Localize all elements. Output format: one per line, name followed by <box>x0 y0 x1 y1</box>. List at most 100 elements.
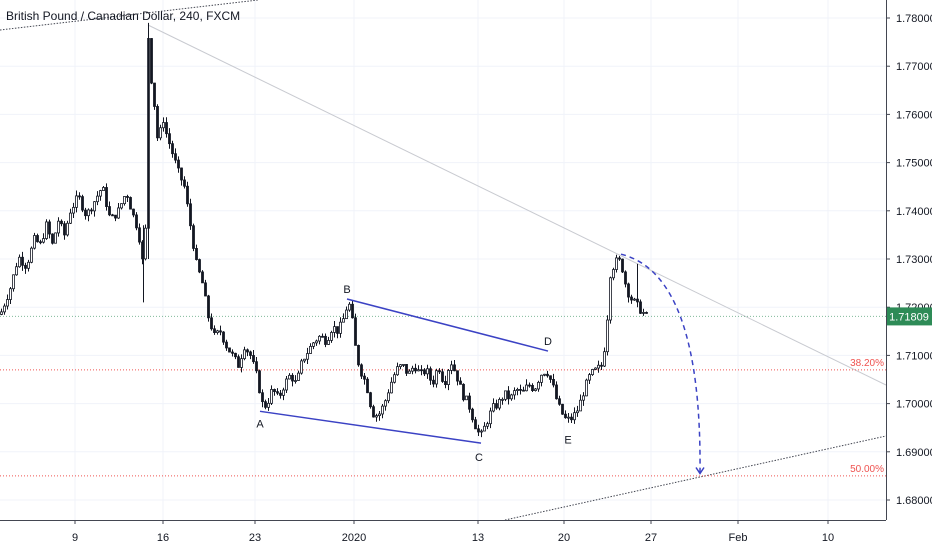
candle-body <box>525 384 528 392</box>
candles <box>0 22 648 438</box>
candle-body <box>231 351 234 354</box>
candle-body <box>18 256 21 268</box>
candle-body <box>213 328 216 333</box>
candle-body <box>363 375 366 380</box>
fib-label: 38.20% <box>850 358 884 369</box>
candle-body <box>252 355 255 363</box>
candle-body <box>24 264 27 269</box>
candle-body <box>360 364 363 377</box>
candle-body <box>375 415 378 418</box>
x-tick-label: 16 <box>157 532 169 544</box>
candle-body <box>69 212 72 224</box>
candle-body <box>291 374 294 382</box>
candle-body <box>300 360 303 374</box>
candle-body <box>129 197 132 210</box>
candle-body <box>216 330 219 333</box>
candle-body <box>615 257 618 270</box>
candle-body <box>420 369 423 372</box>
candle-body <box>456 370 459 382</box>
candle-body <box>330 332 333 341</box>
candle-body <box>357 344 360 366</box>
candle-body <box>270 389 273 404</box>
candle-body <box>60 220 63 225</box>
candle-body <box>555 384 558 400</box>
candle-body <box>552 379 555 386</box>
candle-body <box>513 390 516 396</box>
candle-body <box>381 405 384 415</box>
candle-body <box>279 392 282 396</box>
candle-body <box>168 133 171 145</box>
candle-body <box>192 225 195 249</box>
candle-body <box>15 266 18 276</box>
fib-label: 50.00% <box>850 464 884 475</box>
y-tick-label: 1.69000 <box>896 447 932 459</box>
candle-body <box>489 410 492 425</box>
candle-body <box>483 425 486 432</box>
candle-body <box>372 406 375 418</box>
candle-body <box>543 373 546 376</box>
candle-body <box>405 364 408 374</box>
candle-body <box>39 241 42 244</box>
candle-body <box>609 277 612 321</box>
candle-body <box>582 395 585 401</box>
x-tick-label: 2020 <box>342 532 366 544</box>
candle-body <box>495 403 498 409</box>
candle-body <box>261 392 264 403</box>
candle-body <box>156 106 159 139</box>
candle-body <box>492 403 495 412</box>
candle-body <box>282 389 285 396</box>
candle-body <box>333 326 336 333</box>
candle-body <box>384 400 387 407</box>
candle-body <box>153 82 156 107</box>
y-tick-label: 1.71000 <box>896 350 932 362</box>
candle-body <box>276 391 279 394</box>
candle-body <box>486 423 489 427</box>
candle-body <box>534 388 537 391</box>
y-tick-label: 1.70000 <box>896 399 932 411</box>
candle-body <box>75 195 78 208</box>
candle-body <box>477 428 480 433</box>
candle-body <box>567 416 570 419</box>
candle-body <box>243 349 246 360</box>
x-tick-label: 20 <box>558 532 570 544</box>
candle-body <box>180 167 183 181</box>
candle-body <box>369 392 372 408</box>
candle-body <box>498 399 501 409</box>
candle-body <box>501 398 504 401</box>
pattern-line-ac <box>259 410 482 444</box>
candle-body <box>219 330 222 333</box>
candle-body <box>645 312 648 314</box>
candle-body <box>171 143 174 155</box>
candle-body <box>390 381 393 394</box>
candle-body <box>96 195 99 203</box>
candle-body <box>432 379 435 385</box>
x-axis[interactable]: 9 16 23 2020 13 20 27 Feb 10 <box>0 520 886 544</box>
candle-body <box>9 288 12 300</box>
candle-body <box>198 259 201 273</box>
candle-body <box>126 196 129 198</box>
upper-trendline-dotted <box>0 0 259 31</box>
candle-body <box>516 389 519 391</box>
y-tick-label: 1.68000 <box>896 495 932 507</box>
candle-body <box>174 153 177 161</box>
x-tick-label: 23 <box>249 532 261 544</box>
candle-body <box>159 127 162 139</box>
candle-body <box>36 235 39 243</box>
projection-path <box>620 253 705 475</box>
candle-body <box>438 370 441 373</box>
candle-body <box>564 413 567 419</box>
candle-body <box>606 319 609 353</box>
descending-trendline <box>147 24 887 386</box>
candle-body <box>396 366 399 376</box>
candle-body <box>426 368 429 375</box>
candle-body <box>21 256 24 266</box>
pattern-point-label-c: C <box>475 452 483 464</box>
candle-body <box>45 221 48 239</box>
x-tick-label: 10 <box>822 532 834 544</box>
candle-body <box>210 317 213 330</box>
candle-body <box>108 206 111 216</box>
candle-body <box>558 398 561 405</box>
y-axis[interactable]: 1.78000 1.77000 1.76000 1.75000 1.74000 1.730… <box>886 0 932 520</box>
candle-body <box>150 38 153 84</box>
